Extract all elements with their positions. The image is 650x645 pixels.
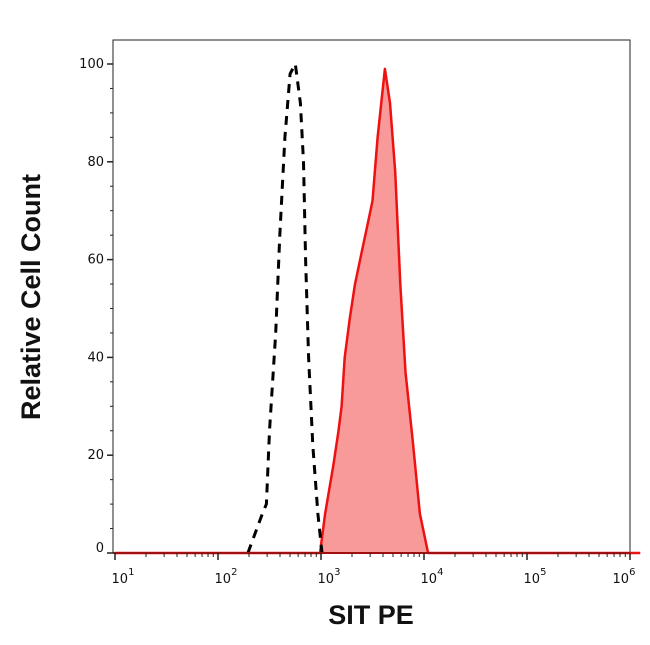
y-tick-label: 40 [87,350,104,365]
axis-layer: 0 20 40 60 80 100 101 102 103 104 105 106 [79,57,635,587]
series-line-0 [246,62,324,554]
series-layer [113,62,641,555]
y-tick-label: 20 [87,448,104,463]
y-tick-label: 60 [87,253,104,268]
x-tick-label: 102 [215,567,238,587]
y-tick-label: 80 [87,155,104,170]
x-axis-label: SIT PE [328,600,414,630]
x-tick-label: 101 [112,567,135,587]
y-tick-label: 100 [79,57,104,72]
y-tick-label: 0 [96,541,104,556]
y-axis-label: Relative Cell Count [16,174,46,420]
x-tick-label: 104 [421,567,444,587]
x-tick-label: 103 [318,567,341,587]
x-tick-label: 106 [613,567,636,587]
series-line-1 [115,67,641,555]
series-fill-1 [115,68,641,554]
x-tick-label: 105 [524,567,547,587]
